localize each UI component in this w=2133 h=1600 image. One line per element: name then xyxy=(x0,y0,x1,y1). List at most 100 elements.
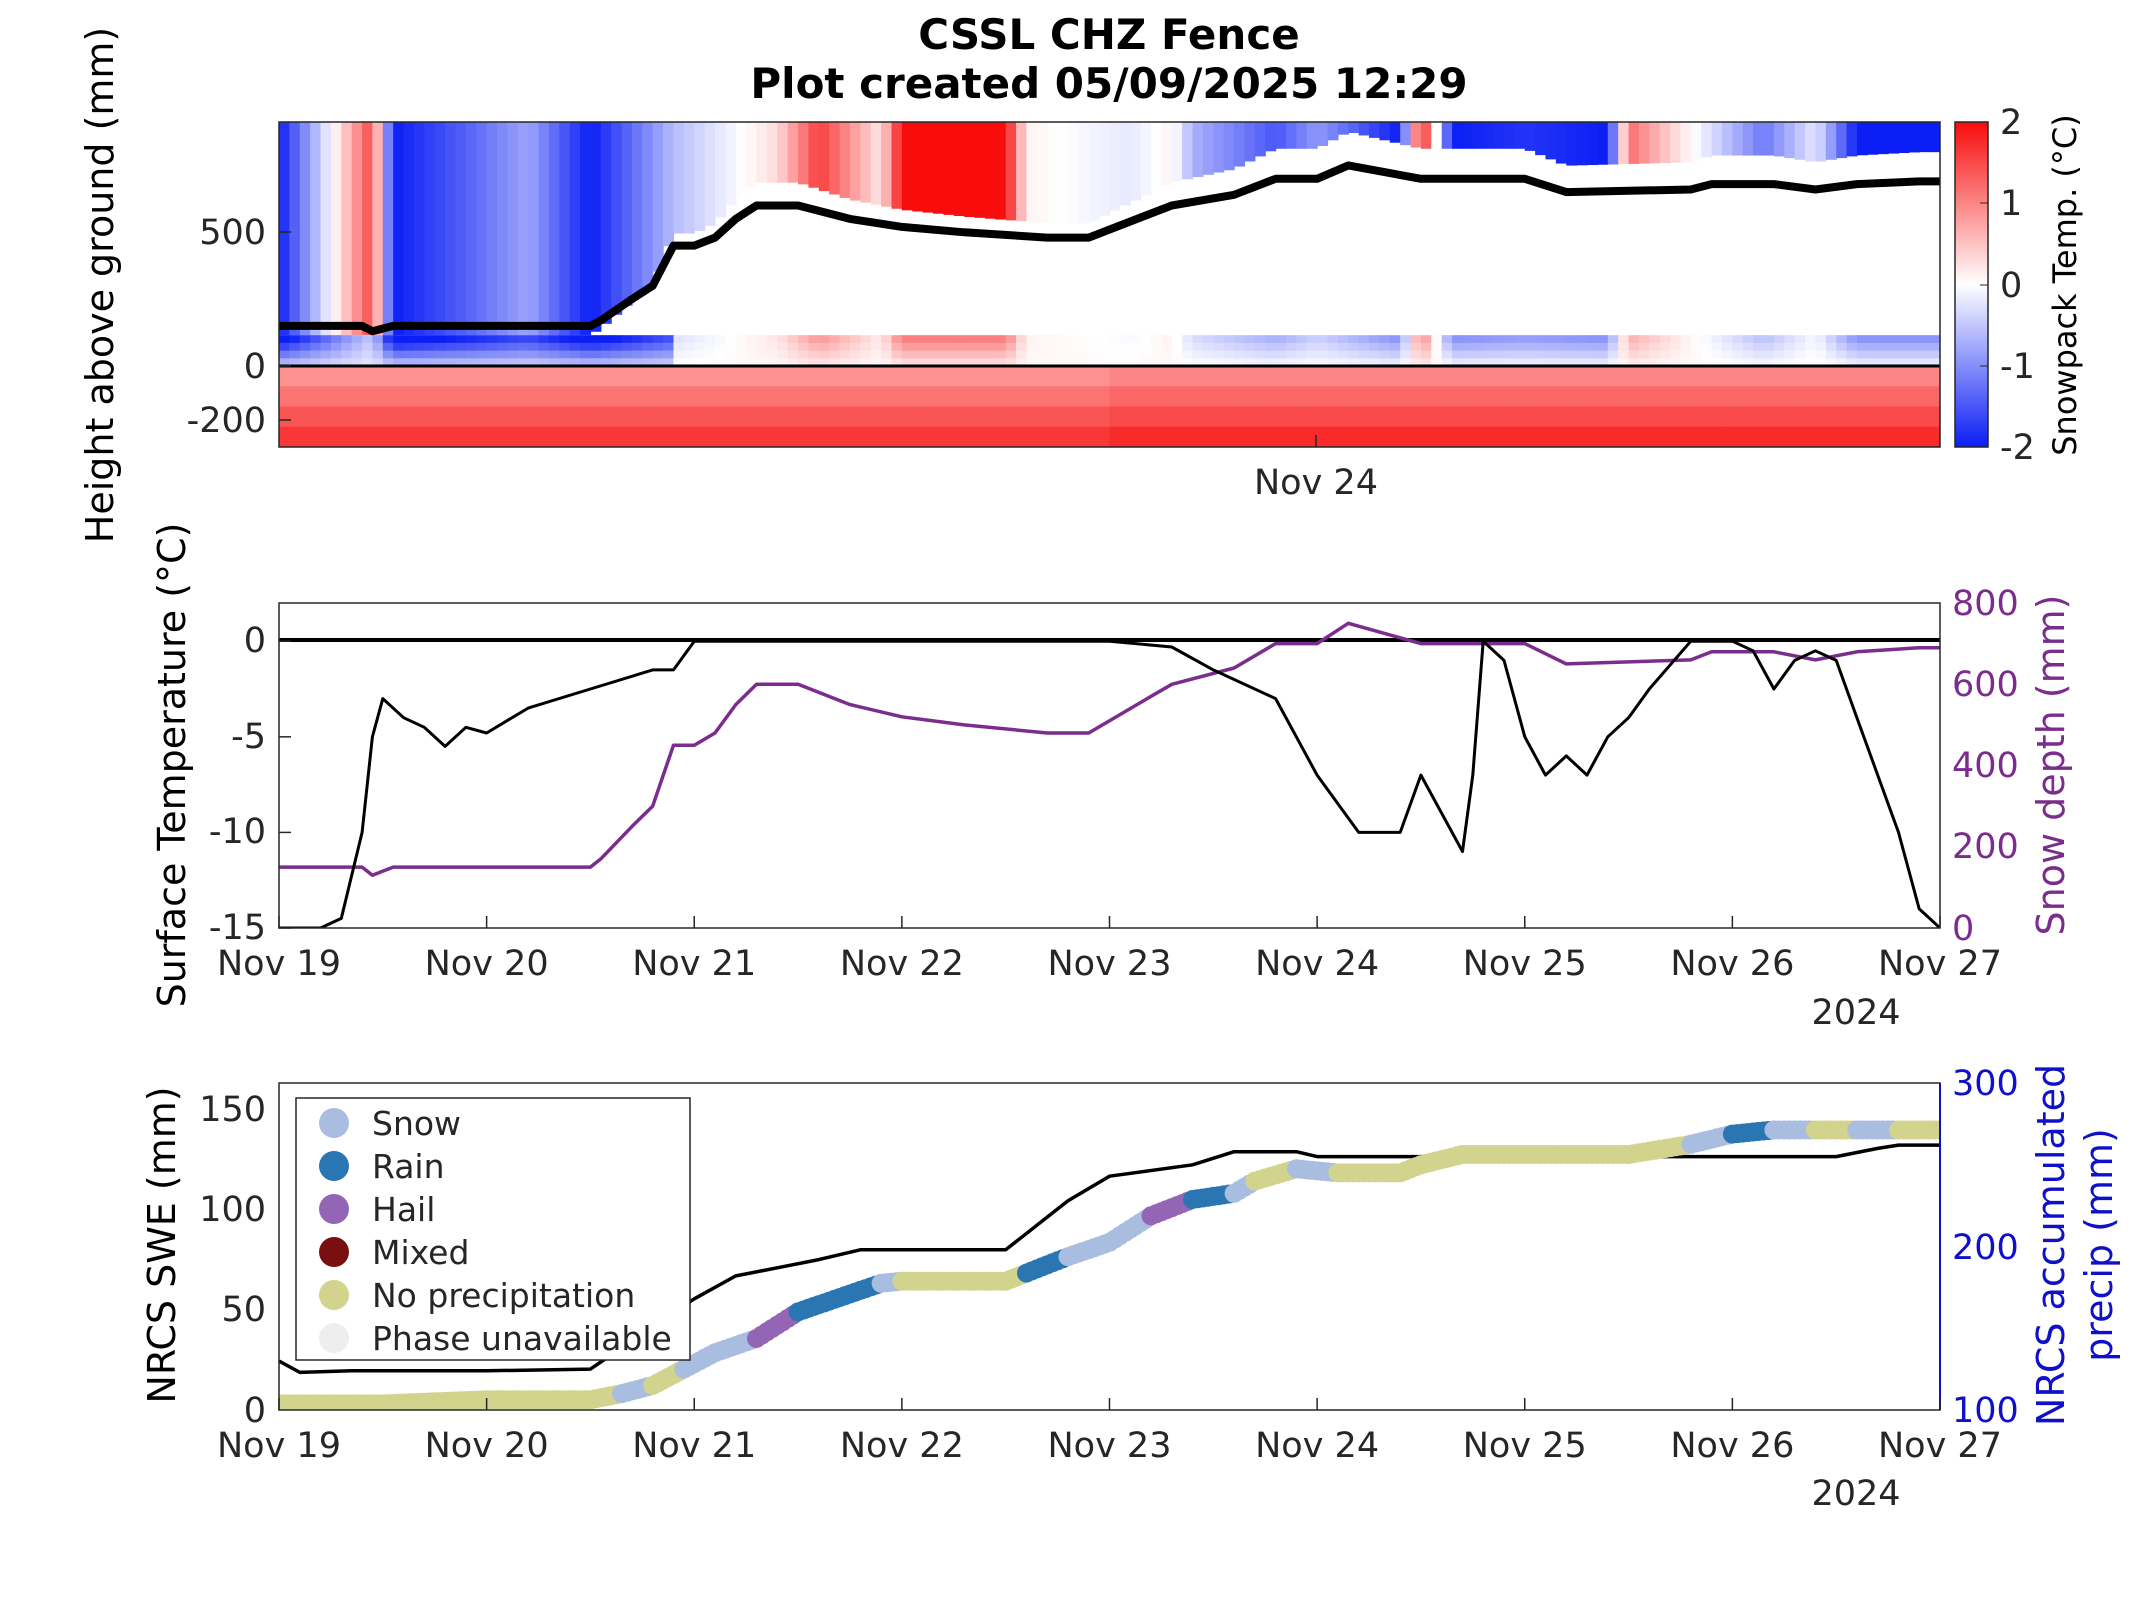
heatmap-cell xyxy=(310,386,322,408)
heatmap-cell xyxy=(1348,342,1360,352)
heatmap-cell xyxy=(1535,386,1547,408)
heatmap-cell xyxy=(330,335,342,344)
heatmap-cell xyxy=(1794,366,1806,387)
heatmap-cell xyxy=(953,366,965,387)
heatmap-cell xyxy=(984,335,996,344)
heatmap-cell xyxy=(1410,358,1422,367)
heatmap-cell xyxy=(1721,406,1733,428)
heatmap-cell xyxy=(1202,335,1214,344)
heatmap-cell xyxy=(1348,358,1360,367)
heatmap-cell xyxy=(1109,335,1121,344)
legend-marker xyxy=(319,1108,349,1138)
heatmap-cell xyxy=(330,342,342,352)
heatmap-cell xyxy=(1690,358,1702,367)
heatmap-cell xyxy=(382,426,394,447)
heatmap-cell xyxy=(1649,342,1661,352)
heatmap-cell xyxy=(1638,426,1650,447)
heatmap-cell xyxy=(1151,406,1163,428)
heatmap-cell xyxy=(704,406,716,428)
heatmap-cell xyxy=(413,350,425,359)
heatmap-cell xyxy=(1545,335,1557,344)
x-tick-label: Nov 22 xyxy=(840,944,964,984)
heatmap-cell xyxy=(1358,350,1370,359)
heatmap-cell xyxy=(1919,342,1931,352)
heatmap-cell xyxy=(1524,406,1536,428)
heatmap-cell xyxy=(1638,335,1650,344)
heatmap-cell xyxy=(1566,335,1578,344)
heatmap-cell xyxy=(870,350,882,359)
heatmap-cell xyxy=(1587,426,1599,447)
heatmap-cell xyxy=(1701,335,1713,344)
heatmap-cell xyxy=(1503,342,1515,352)
heatmap-cell xyxy=(1545,426,1557,447)
heatmap-cell xyxy=(1805,350,1817,359)
heatmap-cell xyxy=(486,406,498,428)
heatmap-cell xyxy=(881,426,893,447)
heatmap-cell xyxy=(362,366,374,387)
heatmap-cell xyxy=(943,358,955,367)
heatmap-cell xyxy=(1690,366,1702,387)
heatmap-cell xyxy=(1618,350,1630,359)
heatmap-cell xyxy=(1244,406,1256,428)
heatmap-cell xyxy=(1140,406,1152,428)
heatmap-cell xyxy=(1026,406,1038,428)
heatmap-cell xyxy=(1213,406,1225,428)
heatmap-cell xyxy=(424,335,436,344)
heatmap-cell xyxy=(725,335,737,344)
heatmap-cell xyxy=(413,358,425,367)
heatmap-cell xyxy=(569,358,581,367)
heatmap-cell xyxy=(1026,335,1038,344)
heatmap-cell xyxy=(1701,122,1713,158)
heatmap-cell xyxy=(310,350,322,359)
heatmap-cell xyxy=(600,350,612,359)
heatmap-cell xyxy=(1618,406,1630,428)
heatmap-cell xyxy=(1431,342,1443,352)
swe-point xyxy=(1930,1120,1940,1140)
heatmap-cell xyxy=(746,342,758,352)
heatmap-cell xyxy=(507,342,519,352)
heatmap-cell xyxy=(1711,406,1723,428)
heatmap-cell xyxy=(1109,342,1121,352)
heatmap-cell xyxy=(1285,386,1297,408)
heatmap-cell xyxy=(1493,386,1505,408)
heatmap-cell xyxy=(465,342,477,352)
heatmap-cell xyxy=(1348,426,1360,447)
heatmap-cell xyxy=(1452,366,1464,387)
heatmap-cell xyxy=(1524,335,1536,344)
heatmap-cell xyxy=(1472,342,1484,352)
heatmap-cell xyxy=(1192,386,1204,408)
heatmap-cell xyxy=(1151,350,1163,359)
heatmap-cell xyxy=(1026,358,1038,367)
colorbar-tick-label: 1 xyxy=(2000,184,2022,224)
heatmap-cell xyxy=(1638,406,1650,428)
heatmap-cell xyxy=(933,342,944,352)
heatmap-cell xyxy=(1908,335,1920,344)
heatmap-cell xyxy=(320,426,332,447)
heatmap-cell xyxy=(1036,122,1048,223)
heatmap-cell xyxy=(715,358,726,367)
heatmap-cell xyxy=(1919,386,1931,408)
heatmap-cell xyxy=(580,406,592,428)
heatmap-cell xyxy=(1099,406,1111,428)
heatmap-cell xyxy=(964,122,976,217)
heatmap-cell xyxy=(403,342,415,352)
heatmap-cell xyxy=(1815,358,1827,367)
heatmap-cell xyxy=(372,426,384,447)
heatmap-cell xyxy=(1161,386,1173,408)
heatmap-cell xyxy=(559,386,571,408)
heatmap-cell xyxy=(351,122,363,336)
heatmap-cell xyxy=(735,426,747,447)
heatmap-cell xyxy=(362,122,374,336)
heatmap-cell xyxy=(413,335,425,344)
heatmap-cell xyxy=(1701,350,1713,359)
heatmap-cell xyxy=(403,406,415,428)
heatmap-cell xyxy=(548,350,560,359)
heatmap-cell xyxy=(1784,350,1796,359)
heatmap-cell xyxy=(922,122,934,213)
heatmap-cell xyxy=(424,406,436,428)
heatmap-cell xyxy=(631,386,643,408)
heatmap-cell xyxy=(839,426,851,447)
heatmap-cell xyxy=(901,335,913,344)
heatmap-cell xyxy=(372,366,384,387)
heatmap-cell xyxy=(922,386,934,408)
